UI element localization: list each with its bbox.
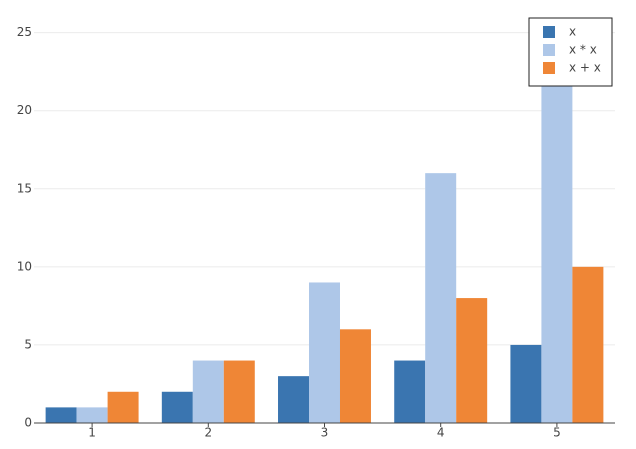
bar (223, 360, 255, 423)
y-tick-label: 5 (24, 337, 32, 351)
legend-swatch (543, 62, 555, 74)
legend-swatch (543, 26, 555, 38)
y-tick-label: 20 (17, 103, 32, 117)
bar (309, 282, 340, 423)
y-tick-label: 15 (17, 181, 32, 195)
legend-box (528, 17, 613, 87)
bar (339, 329, 371, 423)
x-tick-label: 4 (437, 426, 445, 440)
bar (572, 266, 604, 423)
legend-label: x + x (569, 61, 601, 75)
y-tick-label: 25 (17, 25, 32, 39)
x-tick-label: 5 (553, 426, 561, 440)
legend-swatch (543, 44, 555, 56)
bar (541, 32, 573, 423)
y-tick-label: 10 (17, 259, 32, 273)
legend-label: x * x (569, 43, 597, 57)
bar (107, 391, 139, 423)
bar (45, 407, 77, 423)
y-tick-label: 0 (24, 416, 32, 430)
x-tick-label: 1 (88, 426, 96, 440)
x-tick-label: 2 (204, 426, 212, 440)
bar (510, 344, 542, 423)
legend: x x * x x + x (528, 17, 613, 87)
bar (278, 376, 310, 423)
bar (425, 173, 457, 423)
x-tick-label: 3 (321, 426, 329, 440)
bar (161, 391, 193, 423)
bar (394, 360, 426, 423)
legend-label: x (569, 25, 576, 39)
bar (76, 407, 108, 423)
bar (192, 360, 224, 423)
bar (456, 298, 488, 423)
